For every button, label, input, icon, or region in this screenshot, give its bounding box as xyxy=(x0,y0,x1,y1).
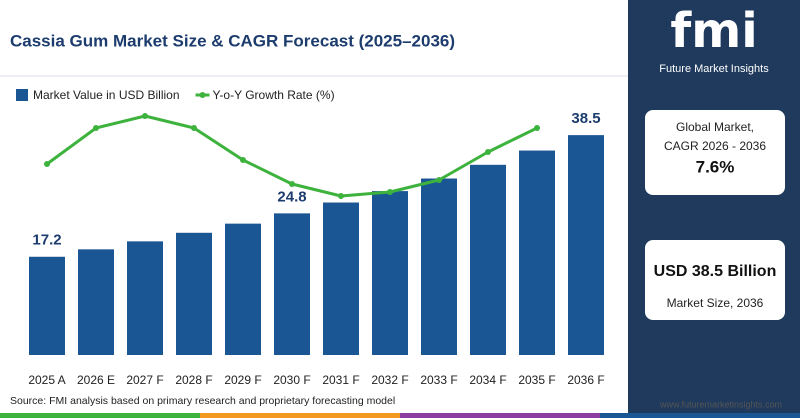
bar xyxy=(127,241,163,355)
legend-label: Y-o-Y Growth Rate (%) xyxy=(213,88,335,102)
cagr-box xyxy=(645,110,785,195)
bar xyxy=(78,249,114,355)
cagr-value: 7.6% xyxy=(696,157,735,176)
bar xyxy=(568,135,604,355)
bar xyxy=(372,191,408,355)
bar xyxy=(470,164,506,355)
x-tick-label: 2035 F xyxy=(518,373,555,387)
line-point xyxy=(240,157,246,163)
footer-strip xyxy=(400,413,600,418)
footer-strip xyxy=(200,413,400,418)
chart-title: Cassia Gum Market Size & CAGR Forecast (… xyxy=(10,31,455,50)
bar xyxy=(274,213,310,355)
cagr-label: Global Market, xyxy=(676,120,754,134)
line-point xyxy=(485,149,491,155)
line-point xyxy=(191,125,197,131)
x-tick-label: 2032 F xyxy=(371,373,408,387)
bar xyxy=(225,223,261,355)
x-tick-label: 2033 F xyxy=(420,373,457,387)
bar xyxy=(29,256,65,355)
line-point xyxy=(534,125,540,131)
line-point xyxy=(93,125,99,131)
bar xyxy=(519,150,555,355)
side-panel xyxy=(628,0,800,418)
x-tick-label: 2029 F xyxy=(224,373,261,387)
logo-subtitle: Future Market Insights xyxy=(659,63,769,75)
bar xyxy=(421,178,457,355)
x-tick-label: 2027 F xyxy=(126,373,163,387)
legend-marker xyxy=(16,89,28,101)
size-label: Market Size, 2036 xyxy=(667,296,764,310)
x-tick-label: 2036 F xyxy=(567,373,604,387)
x-tick-label: 2034 F xyxy=(469,373,506,387)
footer-strip xyxy=(0,413,200,418)
bar xyxy=(323,202,359,355)
data-label: 24.8 xyxy=(277,188,306,205)
line-point xyxy=(436,177,442,183)
line-point xyxy=(387,189,393,195)
x-tick-label: 2028 F xyxy=(175,373,212,387)
data-label: 38.5 xyxy=(571,110,600,127)
line-point xyxy=(44,161,50,167)
line-point xyxy=(142,113,148,119)
source-note: Source: FMI analysis based on primary re… xyxy=(10,395,395,407)
bar xyxy=(176,232,212,355)
footer-strip xyxy=(600,413,800,418)
legend-label: Market Value in USD Billion xyxy=(33,88,180,102)
logo: fmi xyxy=(670,3,757,59)
data-label: 17.2 xyxy=(32,232,61,249)
size-value: USD 38.5 Billion xyxy=(654,263,777,280)
x-tick-label: 2031 F xyxy=(322,373,359,387)
legend-marker xyxy=(199,92,206,98)
website: www.futuremarketinsights.com xyxy=(659,399,782,409)
x-tick-label: 2025 A xyxy=(28,373,65,387)
line-point xyxy=(338,193,344,199)
x-tick-label: 2026 E xyxy=(77,373,115,387)
line-point xyxy=(289,181,295,187)
cagr-label: CAGR 2026 - 2036 xyxy=(664,139,766,153)
x-tick-label: 2030 F xyxy=(273,373,310,387)
size-box xyxy=(645,240,785,320)
